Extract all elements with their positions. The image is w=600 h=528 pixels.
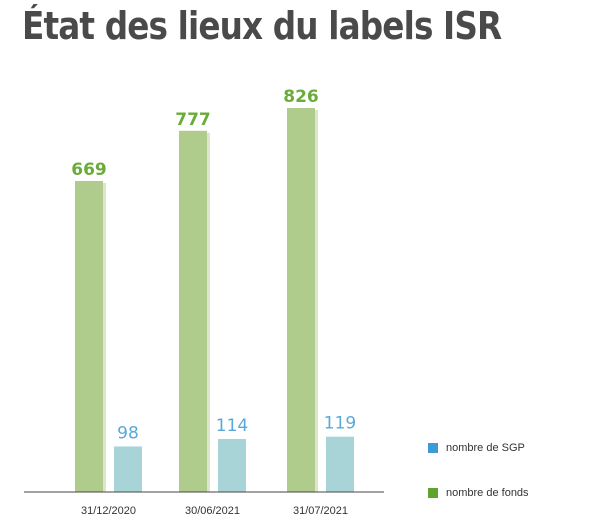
fonds-bar: [287, 108, 315, 492]
sgp-data-label: 119: [324, 414, 356, 434]
fonds-data-label: 669: [71, 160, 107, 180]
legend-item-sgp: nombre de SGP: [428, 442, 525, 454]
sgp-data-label: 114: [216, 416, 248, 436]
x-tick-label: 31/07/2021: [293, 505, 348, 517]
legend-label-sgp: nombre de SGP: [446, 442, 525, 454]
x-tick-label: 31/12/2020: [81, 505, 136, 517]
sgp-bar: [218, 439, 246, 492]
legend-swatch-sgp: [428, 443, 438, 453]
sgp-bar: [114, 446, 142, 492]
sgp-bar: [326, 436, 354, 492]
page-title: État des lieux du labels ISR: [22, 4, 502, 48]
legend-label-fonds: nombre de fonds: [446, 487, 529, 499]
fonds-bar: [179, 130, 207, 492]
fonds-data-label: 777: [175, 110, 211, 130]
sgp-data-label: 98: [117, 423, 139, 443]
x-tick-label: 30/06/2021: [185, 505, 240, 517]
legend-swatch-fonds: [428, 488, 438, 498]
fonds-bar: [75, 180, 103, 492]
fonds-data-label: 826: [283, 87, 319, 107]
legend-item-fonds: nombre de fonds: [428, 487, 529, 499]
